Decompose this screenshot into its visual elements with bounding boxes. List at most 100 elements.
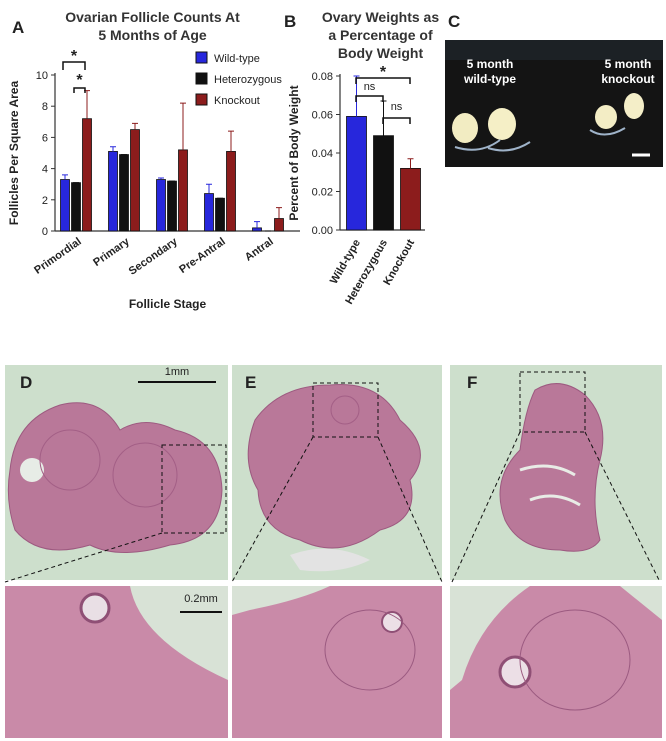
stroma <box>519 464 581 507</box>
x-tick-label: Primary <box>91 235 132 269</box>
error-bar <box>407 158 414 169</box>
panel-label: A <box>12 18 25 37</box>
error-bar <box>254 221 260 228</box>
follicle <box>324 609 416 691</box>
zoom-box <box>161 444 227 534</box>
y-tick-label: 0.06 <box>312 110 333 122</box>
legend-swatch <box>195 72 208 85</box>
bar <box>60 179 70 232</box>
y-tick-label: 4 <box>42 164 48 176</box>
error-bar <box>110 146 116 152</box>
chart-title: Ovarian Follicle Counts At 5 Months of A… <box>65 9 240 43</box>
background <box>5 586 228 680</box>
tissue <box>7 402 223 553</box>
significance-bracket <box>73 87 86 93</box>
y-tick-label: 2 <box>42 195 48 207</box>
scale-label: 0.2mm <box>184 593 218 605</box>
ovary <box>488 108 516 140</box>
bar <box>119 154 129 232</box>
bar <box>71 182 81 232</box>
follicle <box>330 395 360 425</box>
photo-band <box>445 40 663 60</box>
panel-label: C <box>448 12 461 31</box>
error-bar <box>62 174 68 180</box>
significance-label: ns <box>364 81 376 93</box>
y-tick-label: 0 <box>42 226 48 238</box>
x-tick-label: Primordial <box>32 236 83 277</box>
photo-label: 5 month knockout <box>601 57 655 86</box>
bar <box>82 118 92 232</box>
y-tick-label: 0.00 <box>312 225 333 237</box>
y-tick-label: 6 <box>42 132 48 144</box>
ovary <box>452 113 478 143</box>
background <box>232 586 330 615</box>
follicle <box>112 442 178 508</box>
x-tick-label: Antral <box>243 236 276 264</box>
legend-label: Knockout <box>214 95 260 107</box>
chart-title: Ovary Weights as a Percentage of Body We… <box>321 9 440 61</box>
follicle <box>79 592 111 624</box>
bar <box>226 151 236 232</box>
ovary <box>624 93 644 119</box>
legend-label: Wild-type <box>214 53 260 65</box>
follicle <box>498 655 532 689</box>
legend-swatch <box>195 93 208 106</box>
y-axis-label: Percent of Body Weight <box>287 85 301 220</box>
bar <box>252 227 262 232</box>
y-tick-label: 0.08 <box>312 71 333 83</box>
bar <box>346 116 367 231</box>
y-tick-label: 0.04 <box>312 148 333 160</box>
error-bar <box>132 122 138 130</box>
bar <box>178 149 188 232</box>
follicle <box>20 458 44 482</box>
error-bar <box>84 90 90 119</box>
significance-bracket <box>62 61 86 70</box>
y-tick-label: 0.02 <box>312 187 333 199</box>
follicle <box>39 429 101 491</box>
x-tick-label: Secondary <box>127 235 181 278</box>
bar <box>204 193 214 232</box>
tissue <box>247 383 421 549</box>
error-bar <box>180 102 186 150</box>
significance-label: * <box>71 48 78 65</box>
significance-label: * <box>76 72 83 89</box>
zoom-box <box>312 382 379 438</box>
y-tick-label: 10 <box>36 70 48 82</box>
significance-bracket <box>355 95 384 102</box>
y-axis-label: Follicles Per Square Area <box>7 81 21 226</box>
error-bar <box>158 177 164 180</box>
follicle <box>519 609 631 711</box>
error-bar <box>276 207 282 219</box>
tissue-fragment <box>290 548 370 572</box>
bar <box>400 167 421 231</box>
significance-label: * <box>380 64 387 81</box>
reflection <box>454 127 626 152</box>
significance-label: ns <box>391 101 403 113</box>
zoom-box <box>519 371 586 433</box>
y-tick-label: 8 <box>42 101 48 113</box>
panel-label: F <box>467 373 478 392</box>
panel-label: D <box>20 373 33 392</box>
zoom-line <box>377 436 443 583</box>
background <box>450 586 662 690</box>
legend-label: Heterozygous <box>214 74 282 86</box>
panel-label: E <box>245 373 257 392</box>
error-bar <box>228 130 234 152</box>
significance-bracket <box>355 77 411 84</box>
significance-bracket <box>382 117 411 124</box>
bar <box>274 218 284 232</box>
legend-swatch <box>195 51 208 64</box>
bar <box>108 151 118 232</box>
scale-label: 1mm <box>165 366 189 378</box>
x-tick-label: Pre-Antral <box>177 236 227 276</box>
bar <box>130 129 140 232</box>
bar <box>373 135 394 231</box>
error-bar <box>206 183 212 194</box>
micrograph-zoom <box>232 586 442 738</box>
photo-label: 5 month wild-type <box>463 57 516 86</box>
x-axis-label: Follicle Stage <box>129 297 207 311</box>
bar <box>167 180 177 232</box>
ovary <box>595 105 617 129</box>
